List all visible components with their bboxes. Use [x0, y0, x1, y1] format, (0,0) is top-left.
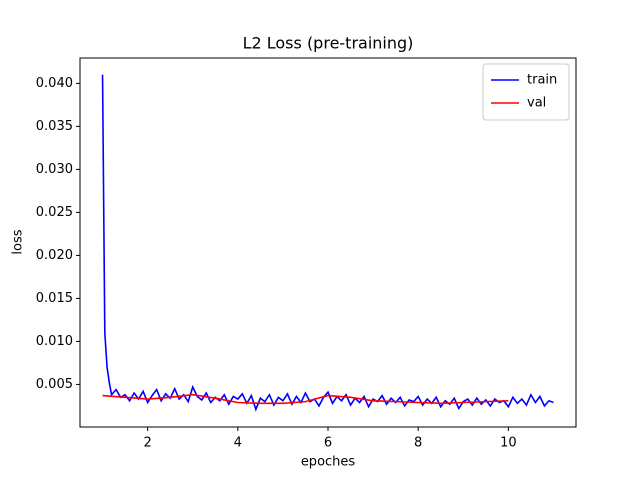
- plot-frame: [79, 57, 577, 428]
- y-tick-label: 0.040: [36, 76, 73, 91]
- y-tick-label: 0.010: [36, 334, 73, 349]
- y-tick-label: 0.030: [36, 162, 73, 177]
- x-tick-label: 8: [414, 436, 422, 451]
- y-tick-label: 0.035: [36, 119, 73, 134]
- y-tick-label: 0.005: [36, 377, 73, 392]
- line-series: [101, 74, 554, 412]
- line-series: [102, 393, 509, 405]
- x-axis-label: epoches: [301, 455, 356, 470]
- y-tick-label: 0.015: [36, 291, 73, 306]
- chart-title: L2 Loss (pre-training): [243, 34, 414, 53]
- x-tick-label: 4: [234, 436, 242, 451]
- legend-box: [482, 63, 570, 121]
- x-tick-label: 6: [324, 436, 332, 451]
- x-tick-label: 2: [143, 436, 151, 451]
- y-tick-label: 0.020: [36, 248, 73, 263]
- y-axis-label: loss: [11, 229, 26, 254]
- legend-label: train: [527, 73, 557, 88]
- legend-label: val: [527, 96, 546, 111]
- y-tick-label: 0.025: [36, 205, 73, 220]
- x-tick-label: 10: [500, 436, 517, 451]
